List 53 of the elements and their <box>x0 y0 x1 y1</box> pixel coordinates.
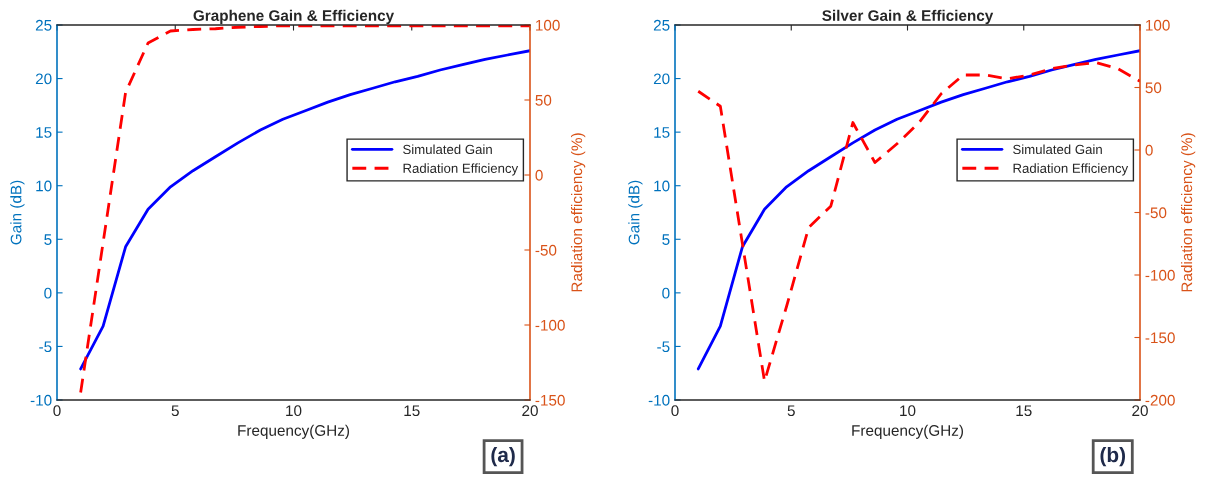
y2-axis-title: Radiation efficiency (%) <box>1180 133 1196 292</box>
y2-tick-label: -100 <box>1145 269 1175 281</box>
y-tick-label: 5 <box>44 234 52 245</box>
x-tick-label: 10 <box>900 405 916 417</box>
text: (a) <box>491 446 515 467</box>
x-tick-label: 20 <box>1132 405 1148 417</box>
y-axis-title: Gain (dB) <box>10 180 25 245</box>
y2-tick-label: 50 <box>535 94 552 106</box>
y2-tick-label: -150 <box>535 394 565 406</box>
chart-title: Silver Gain & Efficiency <box>822 9 994 24</box>
legend-label: Simulated Gain <box>1013 144 1102 155</box>
y2-tick-label: -150 <box>1145 332 1175 344</box>
y2-tick-label: 100 <box>536 19 560 31</box>
legend-label: Radiation Efficiency <box>403 163 519 176</box>
x-tick-label: 0 <box>53 405 61 417</box>
y2-tick-label: 100 <box>1146 19 1170 31</box>
y2-axis-title: Radiation efficiency (%) <box>570 133 586 292</box>
y-tick-label: 5 <box>662 234 670 245</box>
y2-tick-label: -100 <box>535 319 565 331</box>
y-tick-label: 0 <box>662 287 670 299</box>
y-tick-label: 25 <box>35 19 52 31</box>
x-tick-label: 0 <box>671 405 679 417</box>
x-tick-label: 15 <box>1016 405 1032 417</box>
legend-label: Radiation Efficiency <box>1013 163 1129 176</box>
y-tick-label: -5 <box>657 341 670 353</box>
y-tick-label: -10 <box>30 394 52 406</box>
y-tick-label: 10 <box>36 180 52 192</box>
x-tick-label: 5 <box>787 405 795 417</box>
y-tick-label: -5 <box>39 341 52 353</box>
y2-tick-label: 50 <box>1145 82 1162 94</box>
y-tick-label: 0 <box>44 287 52 299</box>
y-tick-label: -10 <box>648 394 670 406</box>
y2-tick-label: -50 <box>1145 207 1167 219</box>
x-axis-title: Frequency(GHz) <box>852 424 964 439</box>
y-tick-label: 15 <box>36 127 52 138</box>
legend-label: Simulated Gain <box>403 144 492 155</box>
y-tick-label: 10 <box>654 180 670 192</box>
y2-tick-label: -200 <box>1145 394 1175 406</box>
y-tick-label: 20 <box>653 73 670 85</box>
y2-tick-label: 0 <box>1145 144 1153 156</box>
x-axis-title: Frequency(GHz) <box>238 424 350 439</box>
y-tick-label: 15 <box>654 127 670 138</box>
x-tick-label: 10 <box>286 405 302 417</box>
text: (b) <box>1100 446 1126 467</box>
y-axis-title: Gain (dB) <box>628 180 643 245</box>
y2-tick-label: 0 <box>535 169 543 181</box>
chart-title: Graphene Gain & Efficiency <box>193 9 395 24</box>
x-tick-label: 20 <box>522 405 538 417</box>
y-tick-label: 25 <box>653 19 670 31</box>
y2-tick-label: -50 <box>535 244 557 256</box>
x-tick-label: 5 <box>171 405 179 417</box>
x-tick-label: 15 <box>404 405 420 417</box>
y-tick-label: 20 <box>35 73 52 85</box>
